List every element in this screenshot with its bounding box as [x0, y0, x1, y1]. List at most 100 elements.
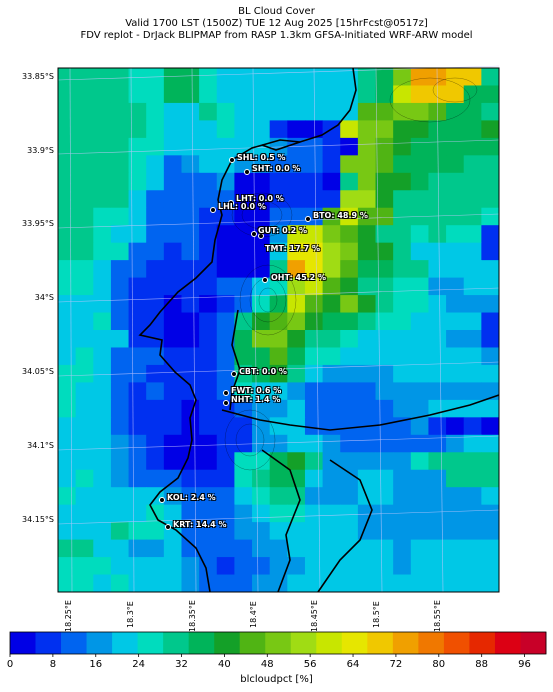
- cloud-cell: [58, 242, 77, 261]
- cloud-cell: [75, 469, 94, 488]
- cloud-cell: [463, 417, 482, 436]
- colorbar-swatch: [112, 632, 139, 654]
- cloud-cell: [128, 417, 147, 436]
- cloud-cell: [110, 469, 130, 488]
- cloud-cell: [340, 487, 359, 506]
- colorbar-swatch: [86, 632, 113, 654]
- cloud-cell: [181, 85, 200, 104]
- cloud-cell: [463, 190, 482, 209]
- cloud-cell: [93, 260, 112, 279]
- cloud-cell: [446, 68, 465, 86]
- cloud-cell: [199, 487, 218, 506]
- cloud-cell: [269, 120, 288, 139]
- cloud-cell: [181, 172, 200, 191]
- colorbar-tick-label: 56: [303, 659, 317, 670]
- cloud-cell: [128, 68, 147, 86]
- cloud-cell: [287, 277, 306, 296]
- cloud-cell: [216, 557, 235, 576]
- cloud-cell: [128, 260, 147, 279]
- cloud-cell: [93, 469, 112, 488]
- cloud-cell: [216, 539, 235, 558]
- cloud-cell: [128, 190, 147, 209]
- cloud-cell: [463, 539, 482, 558]
- cloud-cell: [463, 487, 482, 506]
- cloud-cell: [199, 452, 218, 471]
- cloud-cell: [163, 417, 182, 436]
- cloud-cell: [216, 172, 235, 191]
- cloud-cell: [446, 417, 465, 436]
- cloud-cell: [322, 155, 341, 174]
- cloud-cell: [357, 295, 377, 314]
- cloud-cell: [322, 382, 341, 401]
- cloud-cell: [410, 295, 429, 314]
- cloud-cell: [181, 155, 200, 174]
- cloud-cell: [357, 452, 377, 471]
- cloud-cell: [110, 120, 130, 139]
- cloud-cell: [93, 364, 112, 383]
- cloud-cell: [216, 574, 235, 593]
- cloud-cell: [163, 469, 182, 488]
- site-marker: [159, 497, 165, 503]
- cloud-cell: [181, 330, 200, 348]
- cloud-cell: [463, 469, 482, 488]
- cloud-cell: [58, 487, 77, 506]
- cloud-cell: [252, 469, 271, 488]
- cloud-cell: [340, 574, 359, 593]
- cloud-cell: [58, 172, 77, 191]
- cloud-cell: [304, 417, 324, 436]
- cloud-cell: [110, 312, 130, 331]
- cloud-cell: [446, 260, 465, 279]
- cloud-cell: [93, 102, 112, 121]
- colorbar-swatch: [520, 632, 547, 654]
- cloud-cell: [446, 330, 465, 348]
- cloud-cell: [110, 382, 130, 401]
- cloud-cell: [58, 557, 77, 576]
- cloud-cell: [375, 68, 394, 86]
- cloud-cell: [410, 434, 429, 453]
- cloud-cell: [146, 399, 165, 418]
- cloud-cell: [93, 330, 112, 348]
- cloud-cell: [340, 434, 359, 453]
- cloud-cell: [340, 539, 359, 558]
- cloud-cell: [357, 207, 377, 226]
- cloud-cell: [163, 434, 182, 453]
- cloud-cell: [428, 434, 447, 453]
- cloud-cell: [199, 172, 218, 191]
- cloud-cell: [128, 539, 147, 558]
- cloud-cell: [216, 347, 235, 366]
- cloud-cell: [446, 155, 465, 174]
- cloud-cell: [110, 137, 130, 156]
- cloud-cell: [128, 277, 147, 296]
- lon-label: 18.3°E: [126, 601, 135, 628]
- cloud-cell: [110, 172, 130, 191]
- cloud-cell: [234, 190, 253, 209]
- cloud-cell: [304, 399, 324, 418]
- cloud-cell: [410, 172, 429, 191]
- cloud-cell: [128, 155, 147, 174]
- cloud-cell: [481, 504, 500, 523]
- cloud-cell: [375, 382, 394, 401]
- cloud-cell: [163, 539, 182, 558]
- cloud-cell: [252, 295, 271, 314]
- cloud-cell: [199, 225, 218, 244]
- cloud-cell: [375, 172, 394, 191]
- cloud-cell: [481, 487, 500, 506]
- cloud-cell: [128, 522, 147, 541]
- cloud-cell: [393, 207, 412, 226]
- cloud-cell: [446, 242, 465, 261]
- cloud-cell: [410, 452, 429, 471]
- cloud-cell: [216, 260, 235, 279]
- cloud-cell: [216, 417, 235, 436]
- cloud-cell: [75, 155, 94, 174]
- cloud-cell: [216, 452, 235, 471]
- cloud-cell: [110, 434, 130, 453]
- cloud-cell: [75, 312, 94, 331]
- cloud-cell: [58, 347, 77, 366]
- cloud-cell: [428, 172, 447, 191]
- cloud-cell: [163, 452, 182, 471]
- cloud-cell: [234, 85, 253, 104]
- cloud-cell: [340, 312, 359, 331]
- cloud-cell: [410, 312, 429, 331]
- cloud-cell: [199, 522, 218, 541]
